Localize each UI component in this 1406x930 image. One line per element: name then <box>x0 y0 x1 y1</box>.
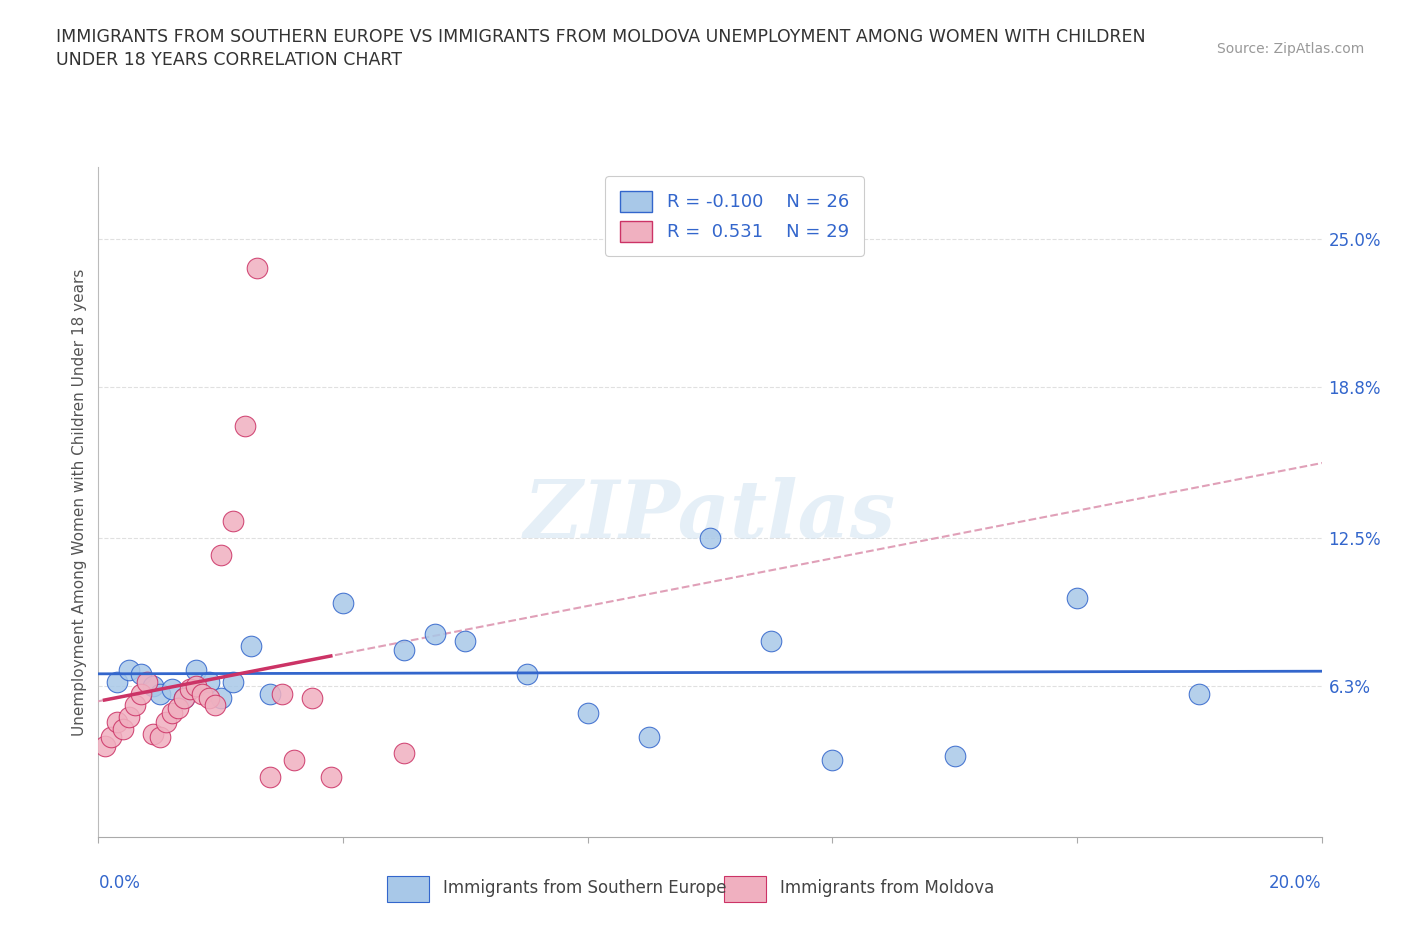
Point <box>93 738 115 753</box>
Point <box>246 260 269 275</box>
Point <box>142 726 165 741</box>
Point <box>197 691 219 706</box>
Point <box>759 633 782 648</box>
Point <box>821 753 844 768</box>
Point <box>179 682 201 697</box>
Point <box>186 662 208 677</box>
Point <box>167 700 190 715</box>
Point <box>454 633 477 648</box>
Point <box>1188 686 1211 701</box>
Point <box>105 715 128 730</box>
Point <box>943 749 966 764</box>
Point <box>319 770 342 785</box>
Point <box>204 698 226 713</box>
Text: IMMIGRANTS FROM SOUTHERN EUROPE VS IMMIGRANTS FROM MOLDOVA UNEMPLOYMENT AMONG WO: IMMIGRANTS FROM SOUTHERN EUROPE VS IMMIG… <box>56 28 1146 46</box>
Point <box>100 729 122 744</box>
Point <box>160 682 183 697</box>
Point <box>637 729 661 744</box>
Point <box>1066 591 1088 605</box>
Text: Immigrants from Moldova: Immigrants from Moldova <box>780 879 994 897</box>
Point <box>129 686 152 701</box>
Point <box>283 753 305 768</box>
Text: ZIPatlas: ZIPatlas <box>524 477 896 554</box>
Point <box>332 595 354 610</box>
Point <box>173 691 195 706</box>
Point <box>209 548 232 563</box>
Point <box>209 691 232 706</box>
Text: 20.0%: 20.0% <box>1270 874 1322 892</box>
Point <box>222 514 245 529</box>
Point <box>186 679 208 694</box>
Point <box>222 674 245 689</box>
Text: Source: ZipAtlas.com: Source: ZipAtlas.com <box>1216 42 1364 56</box>
Point <box>233 418 256 433</box>
Text: Immigrants from Southern Europe: Immigrants from Southern Europe <box>443 879 727 897</box>
Point <box>197 674 219 689</box>
Point <box>118 662 141 677</box>
Point <box>240 638 263 653</box>
Point <box>259 770 281 785</box>
Y-axis label: Unemployment Among Women with Children Under 18 years: Unemployment Among Women with Children U… <box>72 269 87 736</box>
Text: UNDER 18 YEARS CORRELATION CHART: UNDER 18 YEARS CORRELATION CHART <box>56 51 402 69</box>
Point <box>516 667 538 682</box>
Point <box>142 679 165 694</box>
Point <box>136 674 159 689</box>
Point <box>124 698 146 713</box>
Point <box>191 686 214 701</box>
Point <box>423 626 446 641</box>
Point <box>392 643 416 658</box>
Point <box>129 667 152 682</box>
Point <box>149 729 172 744</box>
Point <box>155 715 177 730</box>
Point <box>111 722 134 737</box>
Point <box>105 674 128 689</box>
Point <box>392 746 416 761</box>
Text: 0.0%: 0.0% <box>98 874 141 892</box>
Point <box>699 531 721 546</box>
Point <box>301 691 323 706</box>
Point <box>259 686 281 701</box>
Point <box>576 705 599 720</box>
Point <box>270 686 292 701</box>
Legend: R = -0.100    N = 26, R =  0.531    N = 29: R = -0.100 N = 26, R = 0.531 N = 29 <box>606 177 863 256</box>
Point <box>118 710 141 724</box>
Point <box>160 705 183 720</box>
Point <box>173 691 195 706</box>
Point <box>149 686 172 701</box>
